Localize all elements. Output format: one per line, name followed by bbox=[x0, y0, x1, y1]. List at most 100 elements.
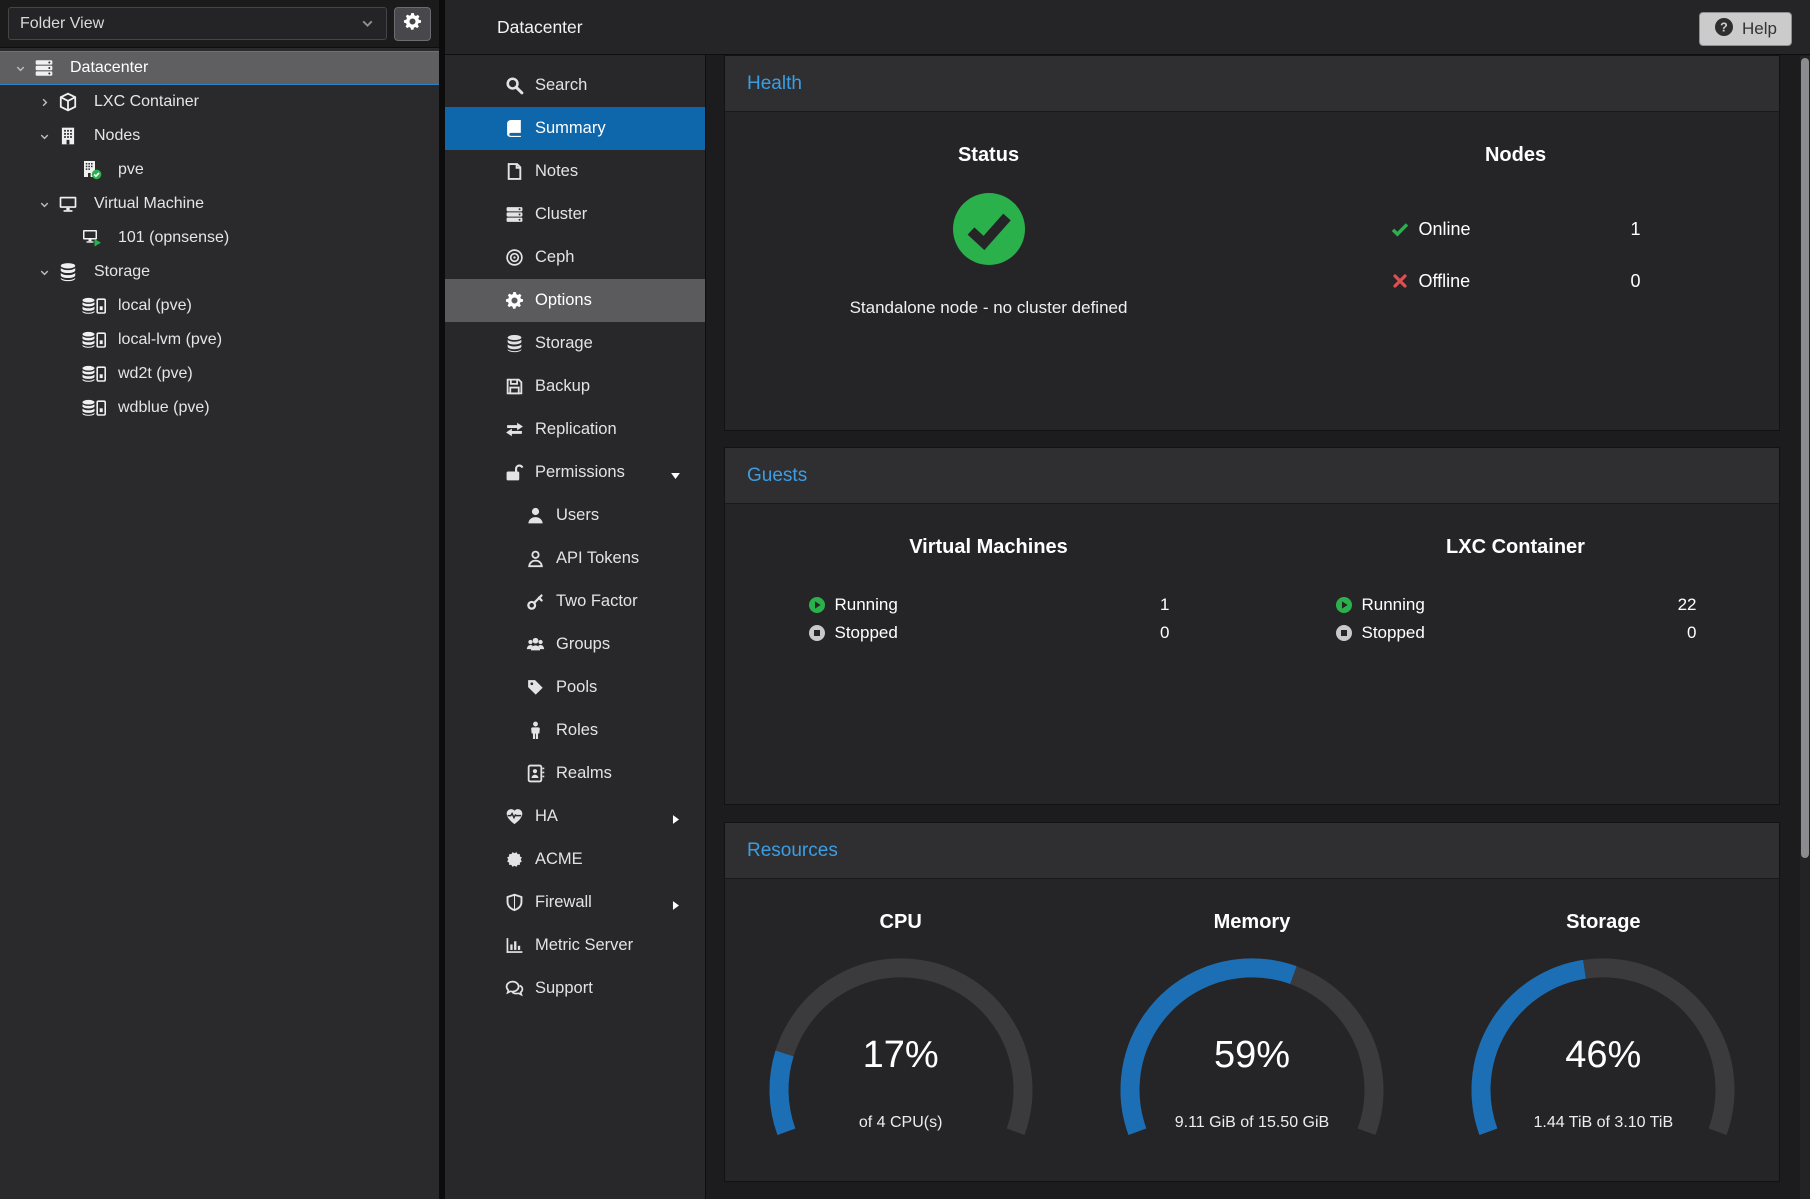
expand-right-icon[interactable] bbox=[670, 897, 681, 910]
node-status-label: Offline bbox=[1418, 270, 1471, 291]
book-icon bbox=[502, 119, 526, 138]
nav-item-api-tokens[interactable]: API Tokens bbox=[445, 537, 705, 580]
tree-item-storage[interactable]: Storage bbox=[0, 255, 439, 289]
user-icon bbox=[523, 506, 547, 525]
caret-down-icon[interactable] bbox=[38, 129, 58, 143]
nav-item-label: Ceph bbox=[535, 248, 575, 266]
nav-item-label: Replication bbox=[535, 420, 617, 438]
caret-right-icon[interactable] bbox=[38, 95, 58, 109]
resource-tree: Datacenter LXC Container Nodes pve Virtual M… bbox=[0, 48, 439, 1199]
storage-drive-icon bbox=[82, 398, 109, 418]
guest-row-label: Running bbox=[834, 595, 898, 614]
nav-item-support[interactable]: Support bbox=[445, 967, 705, 1010]
nav-item-users[interactable]: Users bbox=[445, 494, 705, 537]
replication-icon bbox=[502, 420, 526, 439]
storage-drive-icon bbox=[82, 296, 109, 316]
guest-row-running: Running 22 bbox=[1335, 591, 1697, 619]
tree-item-datacenter[interactable]: Datacenter bbox=[0, 51, 439, 85]
nav-item-search[interactable]: Search bbox=[445, 64, 705, 107]
tree-item-nodes[interactable]: Nodes bbox=[0, 119, 439, 153]
tree-item-label: Datacenter bbox=[70, 59, 149, 76]
cross-icon bbox=[1391, 272, 1409, 290]
tree-item-virtual-machine[interactable]: Virtual Machine bbox=[0, 187, 439, 221]
key-icon bbox=[523, 592, 547, 611]
help-button-label: Help bbox=[1742, 19, 1777, 38]
guest-row-label: Stopped bbox=[1361, 623, 1425, 642]
certificate-icon bbox=[502, 850, 526, 869]
vertical-scrollbar[interactable] bbox=[1800, 56, 1810, 1199]
tree-toolbar: Folder View bbox=[0, 0, 439, 48]
nav-item-options[interactable]: Options bbox=[445, 279, 705, 322]
nav-item-label: Groups bbox=[556, 635, 611, 653]
gauge-heading: Storage bbox=[1566, 911, 1641, 933]
expand-right-icon[interactable] bbox=[670, 811, 681, 824]
caret-down-icon[interactable] bbox=[14, 61, 34, 75]
tree-item-local-pve-[interactable]: local (pve) bbox=[0, 289, 439, 323]
nav-item-ceph[interactable]: Ceph bbox=[445, 236, 705, 279]
nav-item-realms[interactable]: Realms bbox=[445, 752, 705, 795]
nav-item-replication[interactable]: Replication bbox=[445, 408, 705, 451]
tree-item-label: Nodes bbox=[94, 127, 141, 144]
question-circle-icon: ? bbox=[1714, 17, 1734, 42]
guest-row-stopped: Stopped 0 bbox=[808, 619, 1170, 647]
health-panel: Health Status Standalone node - no clust… bbox=[724, 55, 1780, 431]
nav-item-permissions[interactable]: Permissions bbox=[445, 451, 705, 494]
ceph-icon bbox=[502, 248, 526, 267]
gauge-column-storage: Storage 46% 1.44 TiB of 3.10 TiB bbox=[1428, 879, 1779, 1181]
gauge-detail: 1.44 TiB of 3.10 TiB bbox=[1533, 1114, 1674, 1131]
gear-icon bbox=[403, 12, 422, 36]
stop-circle-icon bbox=[808, 624, 826, 642]
tree-item-local-lvm-pve-[interactable]: local-lvm (pve) bbox=[0, 323, 439, 357]
tree-item-wd2t-pve-[interactable]: wd2t (pve) bbox=[0, 357, 439, 391]
nav-item-summary[interactable]: Summary bbox=[445, 107, 705, 150]
caret-down-icon[interactable] bbox=[38, 265, 58, 279]
memory-gauge: 59% 9.11 GiB of 15.50 GiB bbox=[1102, 950, 1402, 1148]
scrollbar-thumb[interactable] bbox=[1801, 58, 1809, 858]
nav-item-pools[interactable]: Pools bbox=[445, 666, 705, 709]
users-icon bbox=[523, 635, 547, 654]
nav-item-label: HA bbox=[535, 807, 558, 825]
tree-item-101-opnsense-[interactable]: 101 (opnsense) bbox=[0, 221, 439, 255]
nav-item-label: ACME bbox=[535, 850, 583, 868]
nav-item-storage[interactable]: Storage bbox=[445, 322, 705, 365]
caret-spacer bbox=[62, 367, 82, 381]
gauge-percent: 46% bbox=[1565, 1034, 1642, 1076]
guest-row-label: Running bbox=[1361, 595, 1425, 614]
tree-item-label: Virtual Machine bbox=[94, 195, 204, 212]
nav-item-label: API Tokens bbox=[556, 549, 640, 567]
person-icon bbox=[523, 721, 547, 740]
caret-down-icon[interactable] bbox=[38, 197, 58, 211]
nav-item-cluster[interactable]: Cluster bbox=[445, 193, 705, 236]
storage-gauge: 46% 1.44 TiB of 3.10 TiB bbox=[1453, 950, 1753, 1148]
unlock-icon bbox=[502, 463, 526, 482]
database-icon bbox=[502, 334, 526, 353]
tree-settings-button[interactable] bbox=[394, 6, 431, 41]
view-mode-select[interactable]: Folder View bbox=[8, 7, 387, 40]
tree-item-label: 101 (opnsense) bbox=[118, 229, 230, 246]
svg-text:?: ? bbox=[1720, 20, 1728, 34]
tree-item-pve[interactable]: pve bbox=[0, 153, 439, 187]
tree-item-wdblue-pve-[interactable]: wdblue (pve) bbox=[0, 391, 439, 425]
gear-icon bbox=[502, 291, 526, 310]
nav-item-groups[interactable]: Groups bbox=[445, 623, 705, 666]
nav-item-backup[interactable]: Backup bbox=[445, 365, 705, 408]
nav-item-firewall[interactable]: Firewall bbox=[445, 881, 705, 924]
help-button[interactable]: ? Help bbox=[1699, 12, 1792, 46]
tree-item-lxc-container[interactable]: LXC Container bbox=[0, 85, 439, 119]
guest-row-running: Running 1 bbox=[808, 591, 1170, 619]
nav-item-metric-server[interactable]: Metric Server bbox=[445, 924, 705, 967]
nav-item-label: Realms bbox=[556, 764, 612, 782]
nav-item-ha[interactable]: HA bbox=[445, 795, 705, 838]
search-icon bbox=[502, 76, 526, 95]
expand-down-icon[interactable] bbox=[670, 467, 681, 480]
tree-item-label: pve bbox=[118, 161, 144, 178]
node-online-icon bbox=[82, 160, 109, 180]
nav-item-notes[interactable]: Notes bbox=[445, 150, 705, 193]
nav-item-roles[interactable]: Roles bbox=[445, 709, 705, 752]
cpu-gauge: 17% of 4 CPU(s) bbox=[751, 950, 1051, 1148]
content-header: Datacenter ? Help bbox=[445, 0, 1810, 55]
nav-item-acme[interactable]: ACME bbox=[445, 838, 705, 881]
nav-item-two-factor[interactable]: Two Factor bbox=[445, 580, 705, 623]
tree-item-label: local (pve) bbox=[118, 297, 192, 314]
